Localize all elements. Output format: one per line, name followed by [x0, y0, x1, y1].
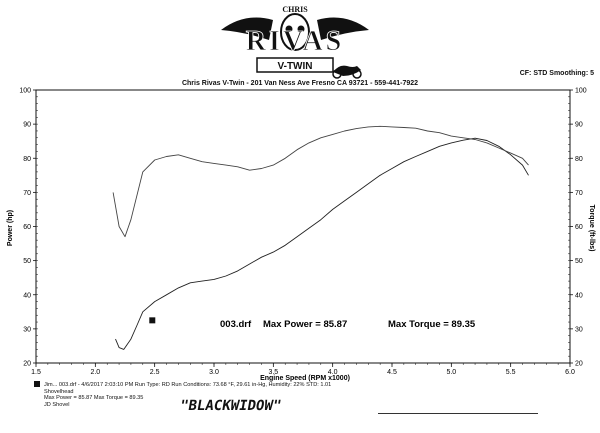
run-marker — [149, 317, 156, 324]
y-right-tick-label: 90 — [575, 122, 583, 129]
logo-skull — [280, 13, 310, 51]
y-left-tick-label: 30 — [23, 326, 31, 333]
y-right-tick-label: 80 — [575, 156, 583, 163]
logo-wing-right — [317, 17, 369, 40]
run-details-line-1: Jim... 003.drf - 4/6/2017 2:03:10 PM Run… — [44, 382, 332, 388]
logo-banner — [256, 57, 334, 73]
y-right-tick-label: 70 — [575, 190, 583, 197]
correction-factor-line: CF: STD Smoothing: 5 — [519, 70, 594, 77]
y-left-tick-label: 60 — [23, 224, 31, 231]
y-axis-right-ticks: 20 30 40 50 60 70 80 90 100 — [568, 88, 587, 368]
y-left-tick-label: 90 — [23, 122, 31, 129]
x-tick-label: 5.0 — [446, 369, 456, 376]
power-curve — [115, 137, 529, 350]
x-axis-label: Engine Speed (RPM x1000) — [260, 375, 350, 382]
logo-motorcycle-icon — [333, 65, 361, 76]
y-left-tick-label: 50 — [23, 258, 31, 265]
x-tick-label: 5.5 — [506, 369, 516, 376]
logo-text-sub: V-TWIN — [278, 61, 313, 72]
logo-wing-left — [221, 17, 273, 40]
handwritten-note: "BLACKWIDOW" — [178, 398, 283, 414]
shop-address-line: Chris Rivas V-Twin - 201 Van Ness Ave Fr… — [181, 80, 419, 87]
y-right-tick-label: 20 — [575, 361, 583, 368]
y-right-tick-label: 50 — [575, 258, 583, 265]
y-right-tick-label: 60 — [575, 224, 583, 231]
marker-layer — [149, 317, 156, 324]
torque-curve — [112, 125, 529, 238]
y-left-tick-label: 70 — [23, 190, 31, 197]
y-right-tick-label: 100 — [575, 88, 587, 95]
y-axis-left-label: Power (hp) — [7, 210, 14, 246]
logo-text-main: RIVAS — [246, 26, 345, 57]
x-tick-label: 4.0 — [328, 369, 338, 376]
y-left-tick-label: 80 — [23, 156, 31, 163]
y-left-tick-label: 40 — [23, 292, 31, 299]
run-details: Jim... 003.drf - 4/6/2017 2:03:10 PM Run… — [44, 382, 331, 408]
annotation-max-torque: Max Torque = 89.35 — [388, 319, 476, 330]
series-layer — [112, 125, 529, 350]
shop-logo: CHRIS RIVAS V-TWIN — [221, 5, 369, 79]
y-left-tick-label: 20 — [23, 361, 31, 368]
run-details-line-3: Max Power = 85.87 Max Torque = 89.35 — [44, 395, 144, 402]
x-tick-label: 2.5 — [150, 369, 160, 376]
x-tick-label: 3.0 — [209, 369, 219, 376]
annotation-max-power: Max Power = 85.87 — [263, 319, 347, 330]
run-details-line-4: JD Shovel — [44, 401, 70, 408]
x-tick-label: 1.5 — [31, 369, 41, 376]
run-legend-swatch — [34, 381, 40, 387]
y-left-tick-label: 100 — [19, 88, 31, 95]
annotation-file: 003.drf — [220, 319, 252, 330]
logo-text-top: CHRIS — [282, 5, 308, 14]
signature-line — [378, 413, 538, 414]
x-tick-label: 6.0 — [565, 369, 575, 376]
y-right-tick-label: 40 — [575, 292, 583, 299]
x-tick-label: 4.5 — [387, 369, 397, 376]
x-tick-label: 2.0 — [90, 369, 100, 376]
y-right-tick-label: 30 — [575, 326, 583, 333]
y-axis-right-label: Torque (ft-lbs) — [588, 205, 595, 252]
x-axis-ticks: 1.5 2.0 2.5 3.0 3.5 4.0 4.5 5.0 5.5 6.0 — [31, 363, 575, 376]
run-details-line-2: Shovelhead — [44, 388, 74, 395]
x-tick-label: 3.5 — [268, 369, 278, 376]
y-axis-left-ticks: 20 30 40 50 60 70 80 90 100 — [19, 88, 38, 368]
